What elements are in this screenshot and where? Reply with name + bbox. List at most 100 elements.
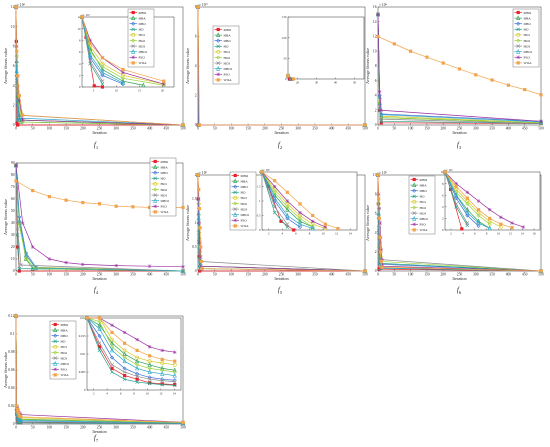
y-tick-label: 10	[373, 173, 377, 177]
legend-label: DBO1	[420, 217, 429, 221]
series-marker-mbo	[16, 123, 20, 127]
legend-marker	[53, 367, 57, 372]
series-line-woa	[15, 6, 184, 126]
panel-caption: f1	[94, 141, 99, 150]
y-tick-label: 0.5	[192, 245, 197, 249]
legend-marker	[216, 78, 220, 82]
x-tick-label: 450	[522, 273, 528, 277]
legend-label: HO	[241, 191, 246, 195]
x-tick-label: 50	[31, 127, 35, 131]
series-line-ho2	[81, 16, 164, 86]
legend-marker	[153, 197, 158, 203]
x-tick-label: 200	[441, 273, 447, 277]
x-tick-label: 350	[312, 273, 318, 277]
x-tick-label: 100	[408, 127, 414, 131]
series-marker-pso	[181, 265, 185, 269]
x-tick-label: 300	[114, 127, 120, 131]
x-tick-label: 100	[47, 127, 53, 131]
series-marker-dbo1	[88, 52, 93, 57]
x-tick-label: 450	[164, 127, 170, 131]
series-marker-dbo1	[110, 347, 115, 353]
y-tick-label: 8	[79, 39, 81, 43]
x-tick-label: 50	[353, 81, 357, 85]
x-tick-label: 350	[130, 127, 136, 131]
series-line-pso	[377, 14, 542, 122]
y-tick-label: 0.5	[257, 214, 261, 218]
x-axis-label: Iteration	[92, 276, 107, 281]
caption-base: f	[94, 141, 97, 149]
series-marker-ho3	[110, 362, 114, 367]
y-tick-label: 10	[441, 170, 445, 174]
caption-base: f	[278, 286, 281, 294]
series-marker-ho3	[135, 374, 139, 379]
legend-marker	[53, 373, 57, 377]
x-tick-label: 50	[31, 426, 35, 430]
series-marker-dbo	[110, 355, 115, 360]
legend-label: HO2	[161, 188, 168, 192]
series-marker-woa	[490, 78, 494, 82]
legend-label: DBO1	[139, 50, 148, 54]
axis-multiplier: × 10⁴	[83, 13, 90, 17]
series-marker-ho1	[172, 362, 177, 367]
series-marker-ho	[272, 210, 277, 215]
series-marker-woa	[539, 93, 543, 97]
y-tick-label: 8	[375, 64, 377, 68]
y-tick-label: 6	[79, 50, 81, 54]
y-axis-label: Average fitness value	[365, 48, 370, 84]
series-marker-dbo1	[297, 221, 303, 227]
caption-subscript: 5	[280, 290, 283, 295]
series-marker-pso	[539, 119, 543, 124]
series-marker-ho1	[122, 348, 127, 353]
y-tick-label: 150	[282, 15, 287, 19]
series-marker-dbo1	[172, 372, 177, 378]
legend-label: WOA	[241, 224, 250, 228]
series-marker-dbo1	[147, 369, 152, 374]
legend-marker	[233, 184, 238, 189]
legend-label: HO2	[139, 39, 146, 43]
x-tick-label: 6	[295, 232, 297, 236]
legend-label: HO2	[61, 351, 68, 355]
x-tick-label: 14	[349, 232, 353, 236]
x-tick-label: 400	[329, 127, 335, 131]
x-tick-label: 200	[262, 273, 268, 277]
series-marker-pso	[521, 225, 526, 229]
series-line-ho1	[81, 16, 164, 85]
series-marker-dbo1	[465, 209, 470, 215]
y-tick-label: 2	[195, 94, 197, 98]
series-marker-pso	[121, 70, 125, 75]
series-marker-woa	[425, 55, 429, 59]
series-marker-dbo1	[310, 225, 315, 231]
series-marker-ho3	[88, 58, 92, 63]
y-axis-label: Average fitness value	[3, 352, 8, 388]
series-line-ho1	[87, 317, 175, 366]
series-marker-dbo1	[180, 268, 186, 273]
x-tick-label: 300	[114, 426, 120, 430]
legend-marker	[516, 48, 521, 54]
x-tick-label: 400	[329, 273, 335, 277]
legend-label: HO1	[161, 182, 168, 186]
legend-label: HO3	[241, 207, 248, 211]
legend-marker	[131, 38, 136, 43]
x-tick-label: 50	[393, 127, 397, 131]
x-tick-label: 150	[245, 273, 251, 277]
x-tick-label: 250	[279, 273, 285, 277]
x-tick-label: 100	[47, 273, 53, 277]
series-marker-dbo	[465, 213, 470, 218]
series-marker-woa	[160, 357, 164, 361]
legend-marker	[131, 27, 136, 32]
series-marker-dbo1	[100, 69, 105, 75]
x-tick-label: 450	[522, 127, 528, 131]
series-marker-ho	[160, 382, 165, 387]
y-tick-label: 90	[11, 161, 15, 165]
y-tick-label: 0	[442, 228, 444, 232]
x-tick-label: 12	[509, 232, 513, 236]
series-marker-ho3	[379, 117, 384, 121]
series-marker-ho	[147, 381, 152, 386]
series-marker-mbo	[279, 219, 283, 223]
series-marker-ho	[285, 225, 290, 229]
x-tick-label: 12	[159, 392, 163, 396]
series-marker-pso	[30, 245, 35, 249]
legend-marker	[233, 218, 237, 223]
